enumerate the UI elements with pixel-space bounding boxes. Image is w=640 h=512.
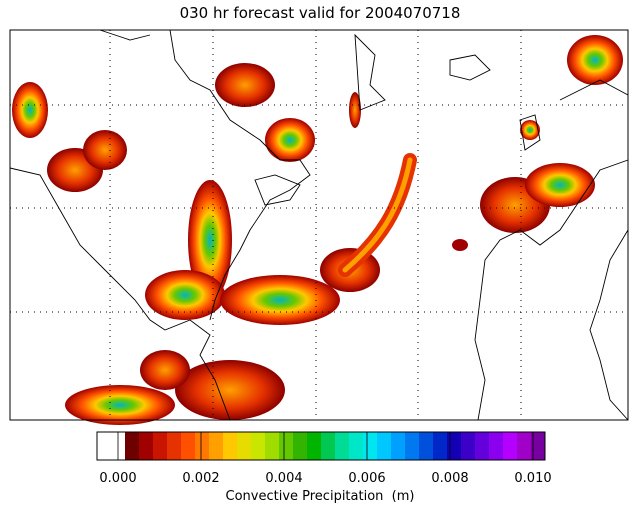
colorbar-swatch [293,432,308,460]
colorbar-swatch [405,432,420,460]
colorbar-tick-label: 0.008 [431,471,468,486]
colorbar-swatch [125,432,140,460]
colorbar-swatch [349,432,364,460]
colorbar-swatch [97,432,112,460]
colorbar-swatch [419,432,434,460]
colorbar-swatch [167,432,182,460]
colorbar-swatch [377,432,392,460]
colorbar: 0.000 0.002 0.004 0.006 0.008 0.010 [96,431,552,486]
colorbar-swatch [503,432,518,460]
colorbar-swatch [223,432,238,460]
colorbar-label: Convective Precipitation (m) [226,489,415,504]
colorbar-swatch [265,432,280,460]
precip-fields [12,35,623,425]
colorbar-swatch [139,432,154,460]
map-title: 030 hr forecast valid for 2004070718 [180,4,461,22]
colorbar-swatch [447,432,462,460]
colorbar-swatch [307,432,322,460]
map-area [9,29,629,425]
colorbar-swatch [153,432,168,460]
graticule [10,30,628,420]
colorbar-swatch [251,432,266,460]
colorbar-swatch [195,432,210,460]
colorbar-swatch [321,432,336,460]
colorbar-swatch [181,432,196,460]
colorbar-swatch [391,432,406,460]
colorbar-swatch [279,432,294,460]
colorbar-swatch [209,432,224,460]
colorbar-tick-label: 0.002 [182,471,219,486]
colorbar-tick-label: 0.004 [265,471,302,486]
colorbar-tick-label: 0.006 [348,471,385,486]
colorbar-swatch [531,432,546,460]
colorbar-frame [96,431,546,461]
colorbar-swatch [237,432,252,460]
colorbar-swatch [335,432,350,460]
colorbar-swatch [363,432,378,460]
colorbar-swatch [461,432,476,460]
coastlines [9,29,629,421]
colorbar-swatch [433,432,448,460]
colorbar-swatch [475,432,490,460]
colorbar-swatch [517,432,532,460]
colorbar-tick-label: 0.010 [514,471,551,486]
colorbar-tick-label: 0.000 [99,471,136,486]
colorbar-swatch [489,432,504,460]
